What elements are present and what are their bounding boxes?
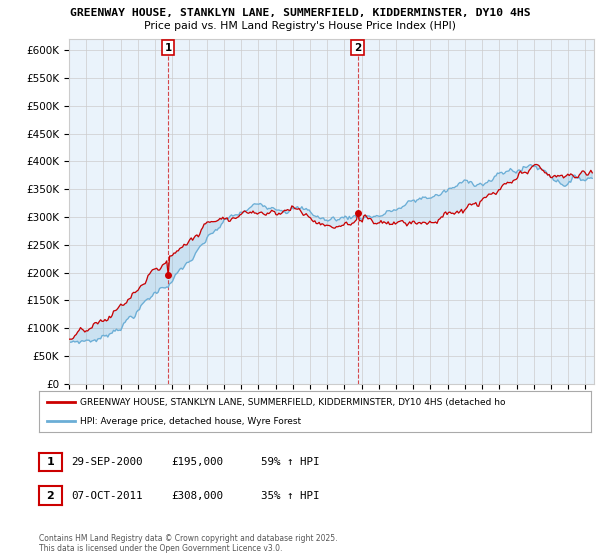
Text: GREENWAY HOUSE, STANKLYN LANE, SUMMERFIELD, KIDDERMINSTER, DY10 4HS (detached ho: GREENWAY HOUSE, STANKLYN LANE, SUMMERFIE… [80, 398, 506, 407]
Text: 35% ↑ HPI: 35% ↑ HPI [261, 491, 320, 501]
Text: HPI: Average price, detached house, Wyre Forest: HPI: Average price, detached house, Wyre… [80, 417, 302, 426]
Text: 1: 1 [47, 457, 54, 467]
Text: 2: 2 [354, 43, 361, 53]
Text: £195,000: £195,000 [171, 457, 223, 467]
Text: £308,000: £308,000 [171, 491, 223, 501]
Text: Price paid vs. HM Land Registry's House Price Index (HPI): Price paid vs. HM Land Registry's House … [144, 21, 456, 31]
Text: 07-OCT-2011: 07-OCT-2011 [71, 491, 142, 501]
Text: 29-SEP-2000: 29-SEP-2000 [71, 457, 142, 467]
Text: 59% ↑ HPI: 59% ↑ HPI [261, 457, 320, 467]
Text: GREENWAY HOUSE, STANKLYN LANE, SUMMERFIELD, KIDDERMINSTER, DY10 4HS: GREENWAY HOUSE, STANKLYN LANE, SUMMERFIE… [70, 8, 530, 18]
Text: 1: 1 [164, 43, 172, 53]
Text: 2: 2 [47, 491, 54, 501]
Text: Contains HM Land Registry data © Crown copyright and database right 2025.
This d: Contains HM Land Registry data © Crown c… [39, 534, 337, 553]
